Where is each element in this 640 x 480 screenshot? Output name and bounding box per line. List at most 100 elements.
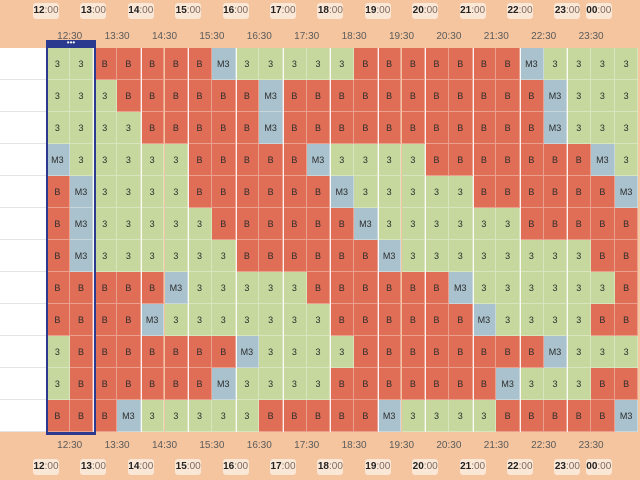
schedule-cell[interactable]: M3: [211, 368, 236, 400]
schedule-cell[interactable]: 3: [354, 176, 378, 208]
schedule-cell[interactable]: 3: [448, 176, 473, 208]
schedule-cell[interactable]: B: [448, 80, 473, 112]
schedule-cell[interactable]: B: [235, 80, 260, 112]
schedule-cell[interactable]: M3: [543, 112, 568, 144]
schedule-cell[interactable]: M3: [330, 176, 355, 208]
schedule-cell[interactable]: B: [496, 400, 520, 432]
schedule-cell[interactable]: 3: [472, 208, 497, 240]
schedule-cell[interactable]: M3: [117, 400, 141, 432]
schedule-cell[interactable]: 3: [164, 400, 189, 432]
schedule-cell[interactable]: 3: [188, 240, 212, 272]
row-label[interactable]: [0, 304, 46, 336]
schedule-cell[interactable]: 3: [330, 336, 355, 368]
schedule-cell[interactable]: B: [543, 208, 568, 240]
schedule-cell[interactable]: 3: [496, 272, 520, 304]
schedule-cell[interactable]: 3: [401, 176, 426, 208]
schedule-cell[interactable]: 3: [164, 144, 189, 176]
schedule-cell[interactable]: 3: [211, 240, 236, 272]
schedule-cell[interactable]: B: [448, 48, 473, 80]
schedule-cell[interactable]: B: [259, 208, 283, 240]
schedule-cell[interactable]: M3: [69, 208, 94, 240]
schedule-cell[interactable]: B: [259, 400, 283, 432]
schedule-cell[interactable]: 3: [46, 336, 70, 368]
schedule-cell[interactable]: 3: [259, 336, 283, 368]
schedule-cell[interactable]: B: [117, 304, 141, 336]
schedule-cell[interactable]: B: [401, 80, 426, 112]
schedule-cell[interactable]: B: [520, 176, 544, 208]
schedule-cell[interactable]: 3: [283, 48, 307, 80]
schedule-cell[interactable]: 3: [117, 144, 141, 176]
schedule-cell[interactable]: B: [614, 240, 639, 272]
schedule-cell[interactable]: 3: [117, 240, 141, 272]
schedule-cell[interactable]: B: [306, 400, 331, 432]
schedule-cell[interactable]: B: [425, 336, 449, 368]
schedule-cell[interactable]: B: [520, 112, 544, 144]
schedule-cell[interactable]: B: [283, 208, 307, 240]
schedule-cell[interactable]: B: [448, 336, 473, 368]
schedule-cell[interactable]: B: [377, 112, 402, 144]
schedule-cell[interactable]: B: [543, 400, 568, 432]
schedule-cell[interactable]: 3: [567, 112, 592, 144]
schedule-cell[interactable]: B: [140, 112, 165, 144]
schedule-cell[interactable]: B: [211, 336, 236, 368]
schedule-cell[interactable]: 3: [543, 240, 568, 272]
schedule-cell[interactable]: B: [283, 240, 307, 272]
schedule-cell[interactable]: B: [425, 112, 449, 144]
schedule-cell[interactable]: 3: [283, 304, 307, 336]
schedule-cell[interactable]: B: [93, 336, 118, 368]
schedule-cell[interactable]: 3: [259, 304, 283, 336]
schedule-cell[interactable]: B: [401, 336, 426, 368]
schedule-cell[interactable]: B: [401, 112, 426, 144]
schedule-cell[interactable]: B: [377, 272, 402, 304]
schedule-cell[interactable]: 3: [330, 144, 355, 176]
schedule-cell[interactable]: B: [425, 272, 449, 304]
schedule-cell[interactable]: B: [46, 400, 70, 432]
schedule-cell[interactable]: B: [614, 272, 639, 304]
schedule-cell[interactable]: 3: [211, 400, 236, 432]
schedule-cell[interactable]: B: [496, 176, 520, 208]
schedule-cell[interactable]: 3: [567, 48, 592, 80]
schedule-cell[interactable]: B: [140, 272, 165, 304]
schedule-cell[interactable]: B: [472, 48, 497, 80]
schedule-cell[interactable]: B: [567, 144, 592, 176]
schedule-cell[interactable]: B: [235, 144, 260, 176]
schedule-cell[interactable]: 3: [448, 208, 473, 240]
schedule-cell[interactable]: 3: [614, 336, 639, 368]
schedule-cell[interactable]: B: [425, 368, 449, 400]
schedule-cell[interactable]: M3: [543, 80, 568, 112]
schedule-cell[interactable]: B: [567, 400, 592, 432]
schedule-cell[interactable]: 3: [472, 240, 497, 272]
schedule-cell[interactable]: 3: [425, 208, 449, 240]
schedule-cell[interactable]: 3: [306, 48, 331, 80]
schedule-cell[interactable]: M3: [164, 272, 189, 304]
schedule-cell[interactable]: M3: [496, 368, 520, 400]
schedule-cell[interactable]: B: [117, 80, 141, 112]
schedule-cell[interactable]: B: [472, 80, 497, 112]
schedule-cell[interactable]: M3: [354, 208, 378, 240]
schedule-cell[interactable]: B: [520, 208, 544, 240]
schedule-cell[interactable]: 3: [401, 400, 426, 432]
schedule-cell[interactable]: 3: [188, 400, 212, 432]
schedule-cell[interactable]: B: [354, 48, 378, 80]
schedule-cell[interactable]: B: [591, 208, 615, 240]
schedule-cell[interactable]: 3: [46, 48, 70, 80]
schedule-cell[interactable]: B: [377, 304, 402, 336]
schedule-cell[interactable]: B: [401, 272, 426, 304]
schedule-cell[interactable]: 3: [472, 400, 497, 432]
schedule-cell[interactable]: 3: [117, 112, 141, 144]
schedule-cell[interactable]: B: [401, 368, 426, 400]
schedule-cell[interactable]: 3: [425, 400, 449, 432]
schedule-cell[interactable]: 3: [259, 368, 283, 400]
schedule-cell[interactable]: B: [354, 336, 378, 368]
schedule-cell[interactable]: B: [520, 336, 544, 368]
schedule-cell[interactable]: B: [496, 48, 520, 80]
schedule-cell[interactable]: 3: [520, 272, 544, 304]
schedule-cell[interactable]: B: [614, 208, 639, 240]
schedule-cell[interactable]: M3: [448, 272, 473, 304]
row-label[interactable]: [0, 80, 46, 112]
schedule-cell[interactable]: 3: [496, 304, 520, 336]
schedule-cell[interactable]: M3: [69, 176, 94, 208]
schedule-cell[interactable]: B: [93, 304, 118, 336]
schedule-cell[interactable]: 3: [306, 368, 331, 400]
schedule-cell[interactable]: B: [235, 208, 260, 240]
